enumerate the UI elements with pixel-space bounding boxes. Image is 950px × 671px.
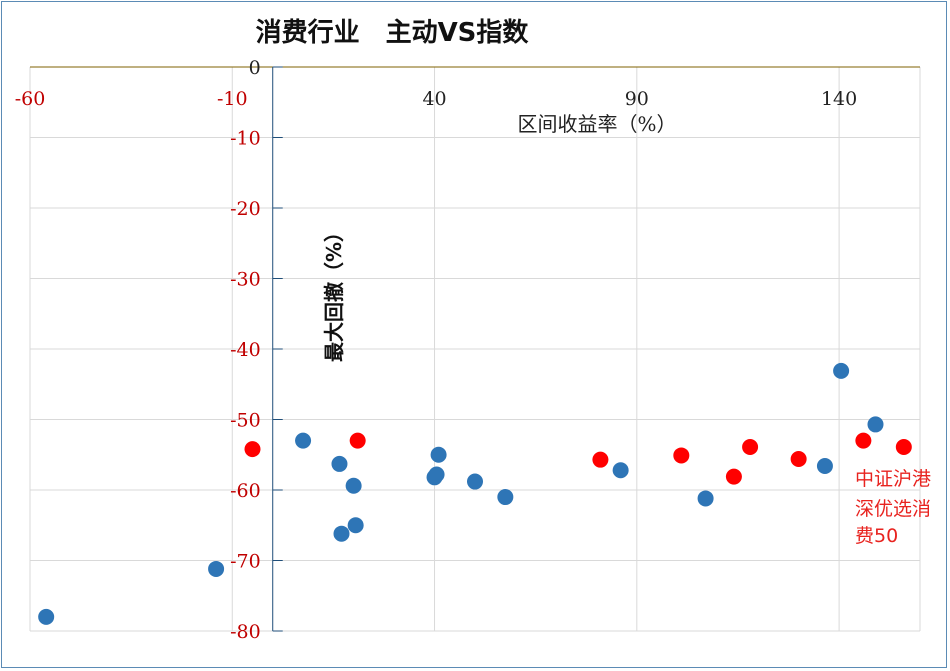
x-tick-label: 40 <box>422 88 446 110</box>
data-point-active-fund <box>347 517 364 534</box>
y-tick-label: -10 <box>230 128 261 150</box>
data-point-active-fund <box>208 560 225 577</box>
data-point-index-fund <box>725 468 742 485</box>
y-tick-label: -60 <box>230 480 261 502</box>
data-point-index-fund <box>790 450 807 467</box>
data-point-active-fund <box>612 462 629 479</box>
series-annotation-line-2: 深优选消 <box>855 498 931 520</box>
y-tick-label: -80 <box>230 621 261 643</box>
data-point-active-fund <box>816 458 833 475</box>
y-tick-label: 0 <box>249 57 261 79</box>
data-point-index-fund <box>349 432 366 449</box>
data-point-layer <box>38 362 912 625</box>
data-point-active-fund <box>333 525 350 542</box>
data-point-active-fund <box>38 608 55 625</box>
y-tick-label: -40 <box>230 339 261 361</box>
data-point-active-fund <box>833 362 850 379</box>
grid-layer <box>29 67 921 632</box>
x-tick-label: 90 <box>625 88 649 110</box>
data-point-active-fund <box>467 473 483 490</box>
data-point-index-fund <box>895 438 912 455</box>
x-tick-label: -10 <box>217 88 248 110</box>
data-point-index-fund <box>855 432 872 449</box>
data-point-active-fund <box>295 432 312 449</box>
data-point-active-fund <box>430 446 447 463</box>
x-tick-label: -60 <box>15 88 46 110</box>
data-point-active-fund <box>345 477 362 494</box>
series-annotation-line-1: 中证沪港 <box>855 468 931 490</box>
data-point-index-fund <box>592 451 609 468</box>
data-point-active-fund <box>331 455 348 472</box>
data-point-active-fund <box>497 489 514 506</box>
y-axis-title: 最大回撤（%） <box>322 222 346 362</box>
y-tick-label: -20 <box>230 198 261 220</box>
y-tick-label: -30 <box>230 269 261 291</box>
y-tick-label: -50 <box>230 410 261 432</box>
x-axis-title: 区间收益率（%） <box>517 112 676 136</box>
data-point-active-fund <box>697 490 714 507</box>
tick-label-layer: 0-10-20-30-40-50-60-70-80-60 -10 40 90 140 <box>15 57 858 643</box>
chart-title: 消费行业 主动VS指数 <box>256 17 530 48</box>
data-point-active-fund <box>428 466 445 483</box>
data-point-active-fund <box>867 416 884 433</box>
series-annotation-line-3: 费50 <box>855 525 898 547</box>
data-point-index-fund <box>673 447 690 464</box>
data-point-index-fund <box>742 438 759 455</box>
x-tick-label: 140 <box>821 88 857 110</box>
data-point-index-fund <box>244 441 261 458</box>
axis-layer <box>30 66 920 632</box>
y-tick-label: -70 <box>230 551 261 573</box>
